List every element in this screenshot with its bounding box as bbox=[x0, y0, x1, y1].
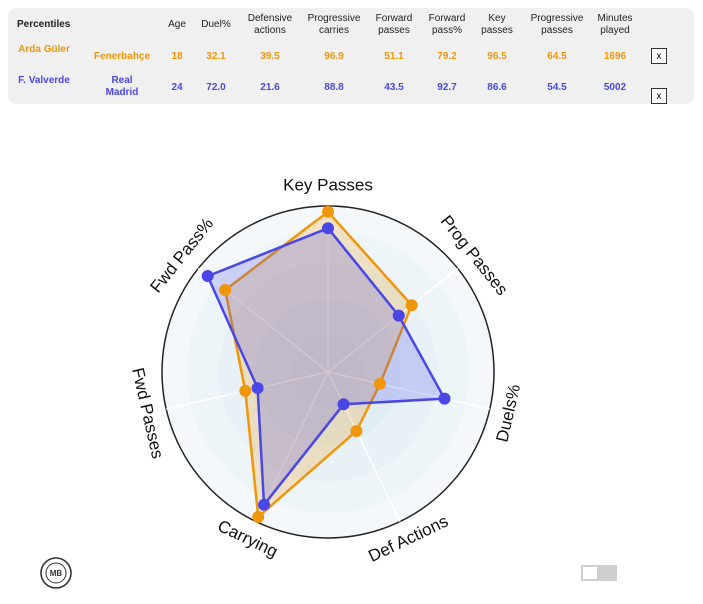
view-toggle[interactable] bbox=[581, 565, 617, 581]
forward-pass-pct-value: 79.2 bbox=[437, 51, 457, 62]
series-area bbox=[206, 226, 446, 507]
minutes-played-value: 5002 bbox=[603, 82, 627, 93]
progressive-carries-value: 96.9 bbox=[324, 51, 344, 62]
team-name: Real Madrid bbox=[105, 75, 139, 98]
forward-passes-value: 51.1 bbox=[384, 51, 404, 62]
progressive-carries-value: 88.8 bbox=[324, 82, 344, 93]
data-point bbox=[219, 284, 232, 297]
radar-spoke bbox=[327, 371, 401, 522]
data-point bbox=[438, 392, 451, 405]
data-point bbox=[337, 398, 350, 411]
data-point bbox=[251, 382, 264, 395]
defensive-actions-value: 21.6 bbox=[260, 82, 280, 93]
axis-label: Duels% bbox=[493, 382, 525, 443]
radar-spoke bbox=[255, 371, 329, 522]
header-forward-passes: Forward passes bbox=[375, 13, 413, 36]
axis-label: Fwd Passes bbox=[128, 366, 167, 460]
minutes-played-value: 1696 bbox=[603, 51, 627, 62]
forward-pass-pct-value: 92.7 bbox=[437, 82, 457, 93]
data-point bbox=[405, 299, 418, 312]
duel-pct-value: 32.1 bbox=[206, 51, 226, 62]
header-defensive-actions: Defensive actions bbox=[247, 13, 293, 36]
toggle-knob bbox=[583, 567, 597, 579]
remove-player-button[interactable]: x bbox=[651, 88, 667, 104]
header-progressive-passes: Progressive passes bbox=[530, 13, 584, 36]
comparison-table: Percentiles Age Duel% Defensive actions … bbox=[8, 8, 694, 104]
radar-spoke bbox=[327, 371, 491, 410]
header-age: Age bbox=[168, 19, 186, 30]
data-point bbox=[201, 270, 214, 283]
radar-spoke bbox=[197, 267, 329, 373]
data-point bbox=[350, 425, 363, 438]
header-key-passes: Key passes bbox=[481, 13, 513, 36]
logo-text: MB bbox=[50, 569, 63, 578]
defensive-actions-value: 39.5 bbox=[260, 51, 280, 62]
axis-label: Key Passes bbox=[283, 175, 373, 194]
header-duel-pct: Duel% bbox=[201, 19, 231, 30]
key-passes-value: 86.6 bbox=[487, 82, 507, 93]
data-point bbox=[322, 222, 334, 235]
progressive-passes-value: 64.5 bbox=[547, 51, 567, 62]
header-percentiles: Percentiles bbox=[17, 19, 71, 30]
header-minutes-played: Minutes played bbox=[597, 13, 633, 36]
radar-spoke bbox=[327, 267, 459, 373]
header-forward-pass-pct: Forward pass% bbox=[428, 13, 466, 36]
data-point bbox=[252, 510, 265, 523]
age-value: 24 bbox=[171, 82, 183, 93]
team-name: Fenerbahçe bbox=[93, 51, 151, 62]
duel-pct-value: 72.0 bbox=[206, 82, 226, 93]
mb-logo: MB bbox=[40, 557, 72, 589]
forward-passes-value: 43.5 bbox=[384, 82, 404, 93]
series-area bbox=[223, 210, 413, 519]
data-point bbox=[392, 309, 405, 322]
data-point bbox=[373, 377, 386, 390]
data-point bbox=[322, 205, 334, 218]
data-point bbox=[258, 498, 271, 511]
progressive-passes-value: 54.5 bbox=[547, 82, 567, 93]
key-passes-value: 96.5 bbox=[487, 51, 507, 62]
player-name: F. Valverde bbox=[18, 75, 70, 86]
age-value: 18 bbox=[171, 51, 183, 62]
remove-player-button[interactable]: x bbox=[651, 48, 667, 64]
header-progressive-carries: Progressive carries bbox=[307, 13, 361, 36]
player-name: Arda Güler bbox=[18, 44, 70, 55]
data-point bbox=[239, 384, 252, 397]
